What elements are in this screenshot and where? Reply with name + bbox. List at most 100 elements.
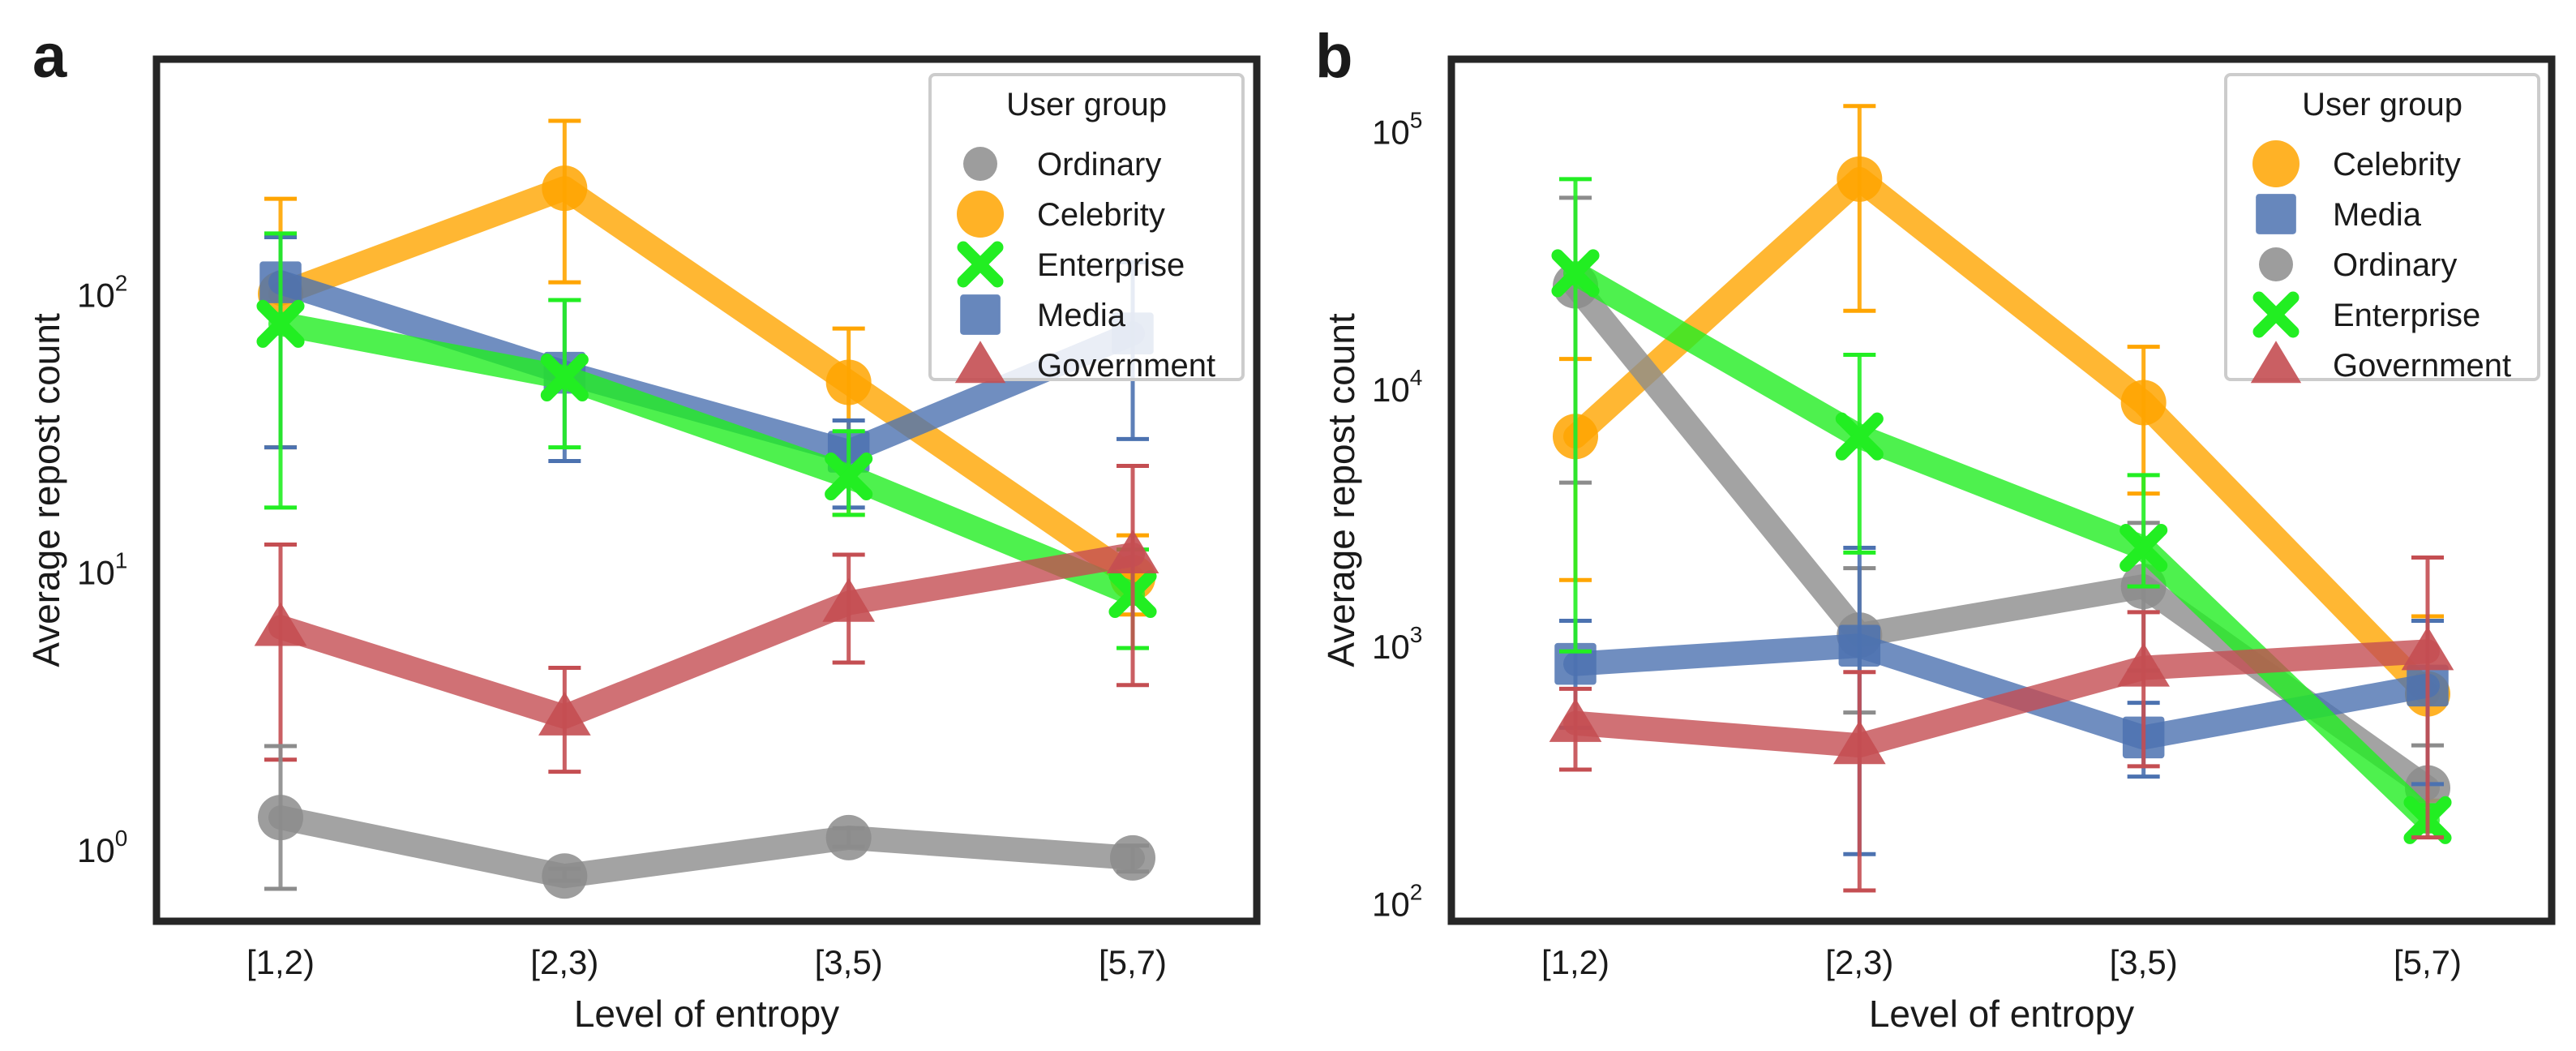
series-line-celebrity	[1563, 166, 2440, 706]
series-line-ordinary	[268, 805, 1145, 889]
y-axis-label: Average repost count	[1320, 313, 1362, 667]
error-bar-enterprise	[264, 231, 297, 510]
legend-item-media: Media	[960, 294, 1126, 335]
error-bar-enterprise	[1559, 177, 1592, 654]
data-point-ordinary	[825, 814, 872, 860]
legend-label: Media	[2333, 197, 2422, 233]
error-bar-enterprise	[1843, 352, 1876, 555]
legend-marker-ordinary	[963, 147, 997, 181]
y-tick-label: 101	[77, 548, 127, 592]
legend-item-government: Government	[954, 341, 1215, 384]
y-tick-label: 102	[1372, 880, 1422, 924]
series-ordinary	[258, 744, 1155, 899]
legend-label: Celebrity	[1037, 197, 1165, 233]
y-tick-label: 102	[77, 270, 127, 314]
series-media	[1554, 546, 2449, 856]
legend-item-media: Media	[2256, 194, 2422, 234]
series-line-media	[1563, 633, 2440, 750]
x-axis-label: Level of entropy	[1869, 993, 2134, 1035]
legend-marker-media	[2256, 194, 2296, 234]
x-tick-label: [3,5)	[2110, 943, 2178, 981]
series-line-celebrity	[268, 176, 1145, 590]
data-point-enterprise	[825, 452, 873, 501]
error-bar-enterprise	[2127, 473, 2160, 589]
series-enterprise	[1551, 177, 2452, 844]
error-bar-government	[264, 543, 297, 762]
x-tick-label: [2,3)	[530, 943, 598, 981]
legend-item-government: Government	[2250, 341, 2511, 384]
legend-box	[928, 73, 1245, 381]
legend-marker-enterprise	[957, 241, 1004, 288]
error-bar-celebrity	[1843, 104, 1876, 313]
x-tick-label: [5,7)	[1099, 943, 1167, 981]
error-bar-government	[2411, 556, 2444, 840]
legend-item-enterprise: Enterprise	[2252, 291, 2480, 338]
legend-item-ordinary: Ordinary	[963, 147, 1161, 182]
data-point-government	[2117, 642, 2171, 687]
panel-a: a 100 101 102 [1,2) [2,3) [3,5) [5,7) Level of e…	[25, 22, 1261, 1035]
error-bar-government	[1117, 464, 1149, 688]
series-government	[1549, 556, 2454, 893]
panel-letter: a	[32, 22, 67, 91]
x-tick-label: [1,2)	[1541, 943, 1609, 981]
series-line-enterprise	[268, 311, 1145, 607]
data-point-enterprise	[540, 353, 589, 401]
series-line-enterprise	[1563, 260, 2440, 833]
series-line-media	[268, 270, 1145, 465]
series-line-government	[1563, 639, 2440, 758]
legend-title: User group	[2302, 87, 2462, 122]
data-point-enterprise	[2120, 524, 2168, 573]
data-point-ordinary	[542, 853, 588, 899]
legend-marker-celebrity	[2252, 140, 2300, 187]
legend-label: Ordinary	[2333, 247, 2457, 283]
error-bar-government	[1843, 670, 1876, 893]
x-tick-label: [3,5)	[815, 943, 883, 981]
legend-label: Media	[1037, 298, 1126, 333]
data-point-celebrity	[2120, 380, 2167, 426]
legend-label: Ordinary	[1037, 147, 1161, 182]
data-point-government	[1106, 530, 1159, 574]
data-point-government	[1549, 697, 1602, 742]
y-tick-label: 105	[1372, 107, 1422, 151]
legend-label: Enterprise	[1037, 247, 1185, 283]
x-tick-label: [1,2)	[246, 943, 315, 981]
legend-marker-government	[954, 341, 1006, 384]
data-point-government	[538, 691, 591, 736]
data-point-ordinary	[258, 795, 303, 841]
legend-title: User group	[1006, 87, 1167, 122]
series-line-government	[268, 542, 1145, 729]
data-point-celebrity	[1837, 156, 1883, 202]
panel-letter: b	[1315, 22, 1352, 91]
legend-marker-celebrity	[957, 191, 1004, 238]
plot-frame	[1447, 55, 2556, 925]
legend: User group Ordinary Celebrity Enterprise Med…	[928, 73, 1245, 384]
x-tick-label: [2,3)	[1825, 943, 1893, 981]
data-point-enterprise	[256, 299, 305, 348]
plot-frame	[152, 55, 1261, 925]
legend-marker-government	[2250, 341, 2302, 384]
y-tick-label: 100	[77, 826, 127, 869]
plot-area	[1549, 104, 2454, 893]
legend-label: Enterprise	[2333, 298, 2480, 333]
legend-box	[2224, 73, 2540, 381]
legend-item-celebrity: Celebrity	[2252, 140, 2461, 187]
data-point-government	[254, 602, 307, 646]
panel-b: b 102 103 104 105 [1,2) [2,3) [3,5) [5,7) Level o…	[1315, 22, 2556, 1035]
legend-label: Celebrity	[2333, 147, 2461, 182]
legend-label: Government	[2333, 348, 2511, 384]
legend: User group Celebrity Media Ordinary Enterpri…	[2224, 73, 2540, 384]
data-point-celebrity	[825, 359, 872, 405]
x-tick-label: [5,7)	[2394, 943, 2462, 981]
data-point-government	[2401, 626, 2454, 671]
data-point-enterprise	[1835, 412, 1884, 461]
series-government	[254, 464, 1159, 774]
y-tick-label: 103	[1372, 622, 1422, 666]
legend-item-enterprise: Enterprise	[957, 241, 1185, 288]
series-enterprise	[256, 231, 1157, 650]
legend-marker-enterprise	[2252, 291, 2300, 338]
data-point-media	[1838, 624, 1881, 667]
data-point-government	[822, 577, 876, 622]
legend-marker-media	[960, 294, 1001, 335]
x-axis-label: Level of entropy	[574, 993, 839, 1035]
